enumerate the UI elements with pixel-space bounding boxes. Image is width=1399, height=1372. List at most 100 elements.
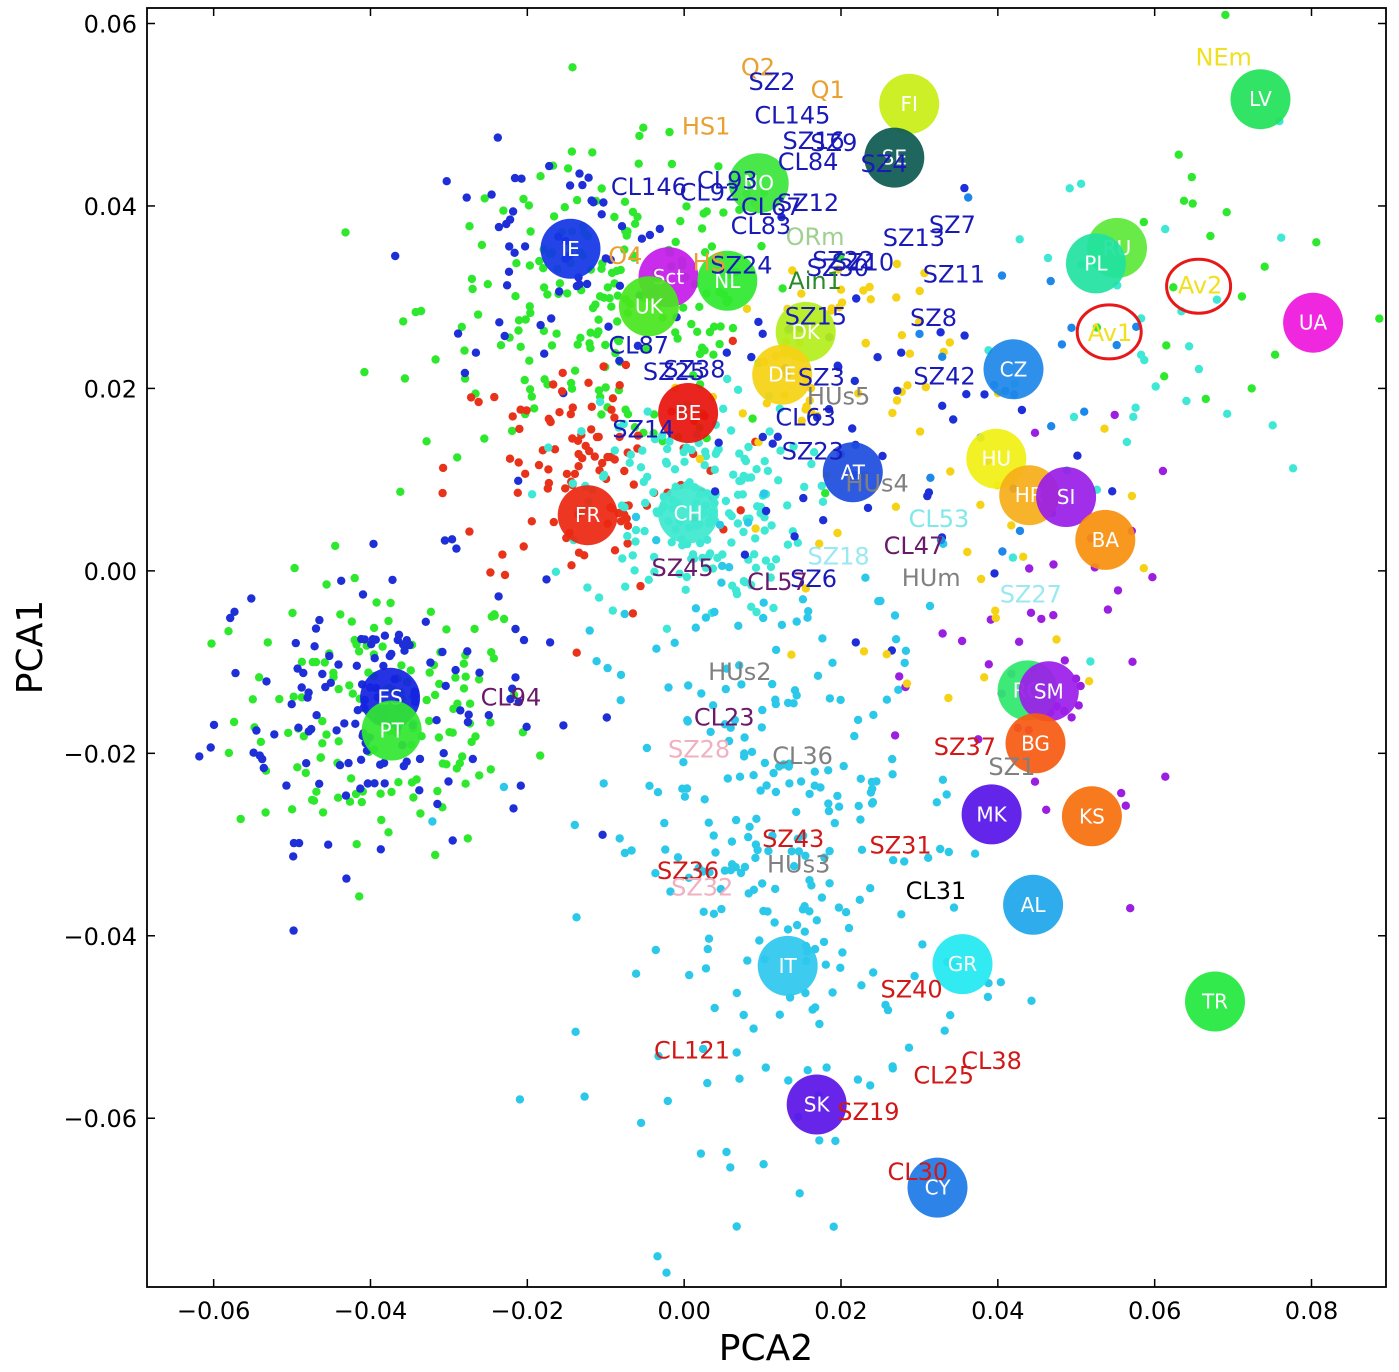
sample-point [729, 470, 738, 479]
sample-point [815, 1136, 824, 1145]
sample-point [544, 443, 553, 452]
sample-point [289, 852, 298, 861]
sample-point [582, 279, 592, 289]
sample-point [828, 658, 837, 667]
sample-point [229, 717, 239, 727]
sample-point [615, 834, 624, 843]
sample-point [897, 348, 906, 357]
sample-point [984, 660, 993, 669]
sample-point [679, 303, 688, 312]
x-tick-label: −0.02 [491, 1297, 565, 1325]
sample-point [710, 487, 720, 496]
sample-point [1194, 364, 1204, 374]
sample-point [1126, 904, 1135, 913]
sample-point [759, 489, 769, 498]
sample-point [736, 868, 746, 878]
sample-point [710, 465, 719, 474]
sample-point [1113, 586, 1123, 595]
sample-point [1222, 208, 1231, 217]
sample-point [834, 265, 843, 274]
sample-point [1288, 464, 1298, 473]
population-markers-layer: LVFISENORUPLUAIESctNLUKDKDECZBEATHUHRSIF… [360, 69, 1344, 1218]
sample-point [745, 822, 754, 831]
sample-point [787, 650, 796, 659]
sample-point [474, 675, 484, 684]
sample-point [357, 634, 366, 644]
sample-label-cl53: CL53 [909, 505, 970, 533]
sample-point [1161, 772, 1170, 781]
sample-point [426, 607, 436, 616]
sample-point [739, 471, 748, 481]
sample-point [676, 216, 685, 226]
sample-point [636, 581, 645, 591]
sample-point [399, 317, 408, 326]
sample-point [801, 584, 810, 593]
sample-point [803, 613, 812, 622]
sample-point [789, 442, 798, 451]
population-label-se: SE [882, 146, 907, 170]
sample-point [462, 193, 471, 202]
sample-point [448, 728, 457, 737]
sample-point [431, 850, 440, 860]
sample-point [508, 684, 517, 693]
sample-point [670, 465, 680, 474]
sample-point [649, 552, 659, 562]
sample-point [311, 624, 321, 633]
sample-point [882, 650, 891, 659]
sample-point [735, 1074, 744, 1083]
sample-point [514, 316, 524, 325]
sample-point [307, 724, 316, 734]
sample-point [816, 783, 825, 792]
sample-point [631, 512, 641, 522]
population-label-pt: PT [380, 719, 405, 743]
sample-point [287, 805, 297, 814]
sample-point [760, 457, 769, 466]
sample-point [749, 1024, 758, 1033]
sample-point [869, 710, 878, 720]
sample-point [508, 207, 518, 216]
sample-label-cl31: CL31 [906, 877, 967, 905]
sample-point [687, 319, 696, 329]
sample-point [775, 1010, 784, 1019]
sample-point [645, 781, 654, 790]
sample-point [762, 781, 771, 790]
sample-point [550, 445, 560, 454]
sample-point [715, 339, 724, 349]
sample-point [700, 248, 710, 257]
sample-point [592, 657, 601, 666]
sample-point [534, 460, 544, 470]
sample-point [499, 614, 509, 624]
sample-point [892, 396, 902, 405]
sample-point [705, 868, 714, 877]
sample-point [825, 879, 834, 888]
population-label-ch: CH [674, 501, 703, 525]
y-axis-label: PCA1 [10, 600, 51, 694]
sample-point [1043, 253, 1053, 263]
sample-point [683, 717, 692, 726]
sample-point [504, 267, 514, 276]
sample-point [701, 563, 711, 572]
sample-point [734, 621, 743, 630]
sample-point [821, 960, 830, 969]
sample-point [751, 524, 760, 533]
sample-point [610, 546, 620, 555]
sample-point [1042, 805, 1051, 814]
sample-point [719, 208, 728, 217]
sample-point [754, 317, 763, 327]
sample-label-sz3: SZ3 [798, 364, 845, 392]
sample-point [581, 441, 590, 451]
sample-point [944, 847, 953, 857]
y-tick-label: 0.02 [84, 375, 137, 403]
sample-point [460, 346, 469, 355]
sample-label-cl94: CL94 [481, 684, 542, 712]
sample-point [711, 848, 720, 857]
sample-point [527, 517, 536, 526]
sample-point [949, 415, 958, 424]
sample-point [255, 751, 264, 760]
sample-point [680, 792, 690, 801]
sample-point [876, 596, 885, 606]
sample-point [506, 694, 515, 704]
sample-point [689, 554, 699, 563]
sample-point [855, 895, 864, 904]
sample-point [465, 699, 475, 708]
